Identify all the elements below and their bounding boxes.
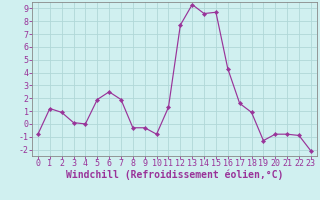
- X-axis label: Windchill (Refroidissement éolien,°C): Windchill (Refroidissement éolien,°C): [66, 170, 283, 180]
